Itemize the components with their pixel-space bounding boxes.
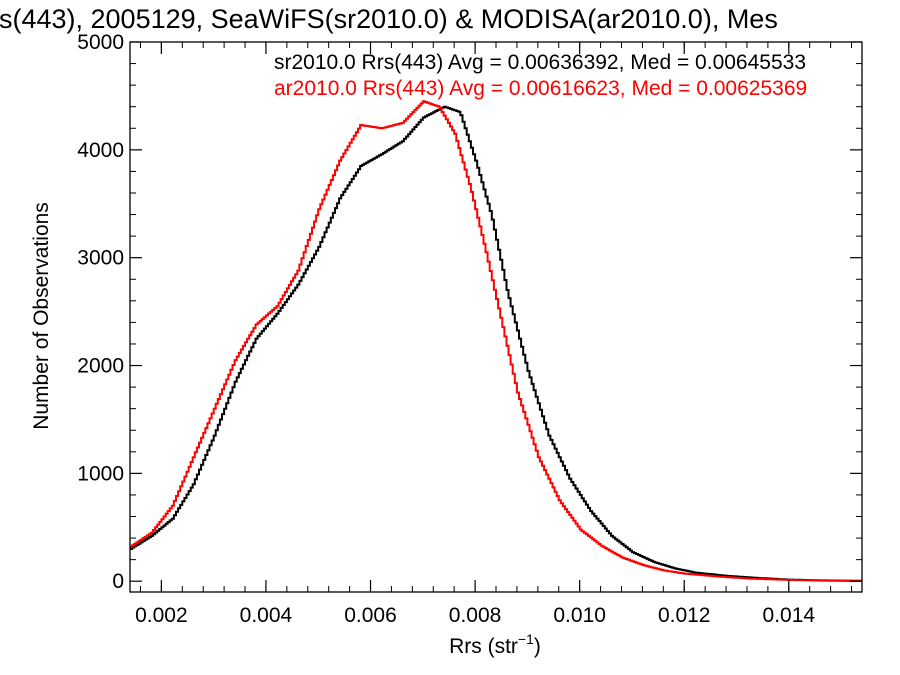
- legend-entry-1: sr2010.0 Rrs(443) Avg = 0.00636392, Med …: [274, 51, 806, 74]
- x-tick-label: 0.012: [658, 604, 711, 627]
- y-axis-label: Number of Observations: [30, 202, 53, 430]
- series-layer: [130, 100, 862, 582]
- series-line-1: [130, 105, 862, 582]
- x-tick-label: 0.008: [449, 604, 502, 627]
- x-axis-label-superscript: −1: [518, 631, 534, 647]
- x-axis-label-close: ): [534, 635, 541, 658]
- legend: sr2010.0 Rrs(443) Avg = 0.00636392, Med …: [274, 51, 807, 100]
- x-tick-label: 0.010: [553, 604, 606, 627]
- y-tick-label: 2000: [77, 355, 124, 378]
- x-tick-label: 0.004: [240, 604, 293, 627]
- y-tick-label: 1000: [77, 462, 124, 485]
- y-tick-label: 3000: [77, 247, 124, 270]
- ticks-layer: 0.002 0.004 0.006 0.008 0.010 0.012 0.014 0 1000…: [77, 31, 862, 627]
- legend-entry-2: ar2010.0 Rrs(443) Avg = 0.00616623, Med …: [274, 77, 807, 100]
- y-tick-label: 5000: [77, 31, 124, 54]
- y-tick-label: 4000: [77, 139, 124, 162]
- chart-title: rs(443), 2005129, SeaWiFS(sr2010.0) & MO…: [0, 4, 778, 34]
- x-axis-label: Rrs (str−1): [449, 631, 541, 658]
- x-tick-label: 0.002: [135, 604, 188, 627]
- x-tick-label: 0.014: [763, 604, 816, 627]
- x-axis-label-main: Rrs (str: [449, 635, 518, 658]
- y-tick-label: 0: [112, 570, 124, 593]
- series-line-2: [130, 100, 862, 582]
- x-tick-label: 0.006: [344, 604, 397, 627]
